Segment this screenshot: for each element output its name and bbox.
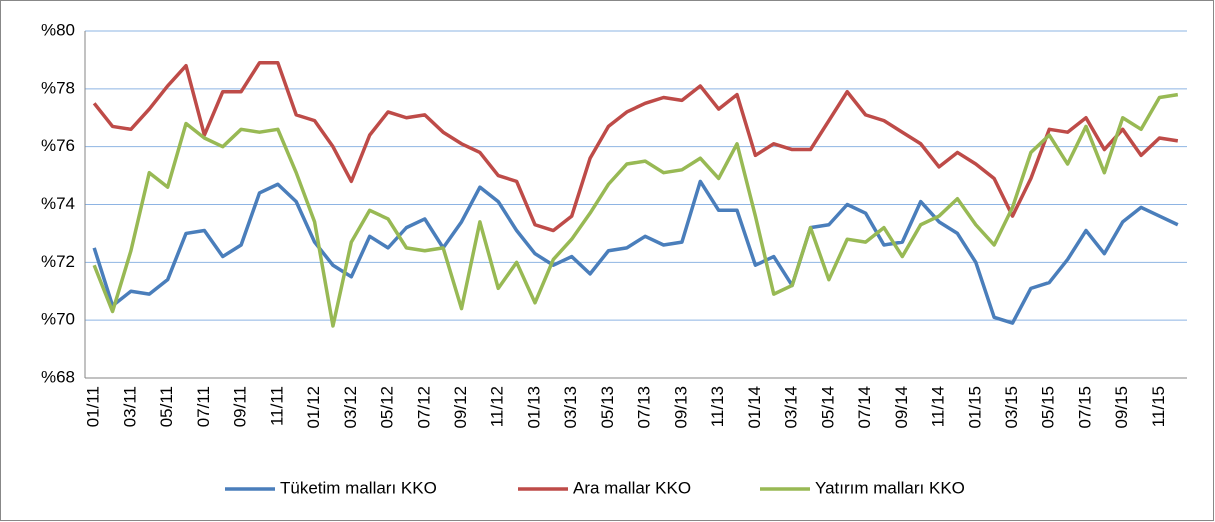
x-tick-label: 07/14 bbox=[855, 386, 874, 429]
x-tick-label: 07/13 bbox=[635, 386, 654, 429]
x-tick-label: 03/12 bbox=[341, 386, 360, 429]
x-tick-label: 03/14 bbox=[782, 386, 801, 429]
x-tick-label: 07/11 bbox=[194, 386, 213, 427]
x-tick-label: 03/13 bbox=[561, 386, 580, 429]
x-tick-label: 11/15 bbox=[1149, 386, 1168, 427]
x-tick-label: 05/11 bbox=[157, 386, 176, 427]
x-tick-label: 01/15 bbox=[965, 386, 984, 429]
y-tick-label: %72 bbox=[41, 252, 75, 271]
x-tick-label: 09/15 bbox=[1112, 386, 1131, 429]
series-line bbox=[92, 61, 1179, 233]
x-tick-label: 11/14 bbox=[929, 386, 948, 427]
y-tick-label: %76 bbox=[41, 136, 75, 155]
x-tick-label: 05/15 bbox=[1039, 386, 1058, 429]
x-tick-label: 09/13 bbox=[671, 386, 690, 429]
series-line bbox=[92, 179, 1179, 325]
x-tick-label: 09/12 bbox=[451, 386, 470, 429]
x-tick-label: 01/11 bbox=[84, 386, 103, 427]
x-tick-label: 11/13 bbox=[708, 386, 727, 427]
x-tick-label: 11/11 bbox=[267, 386, 286, 426]
y-tick-label: %80 bbox=[41, 20, 75, 39]
x-tick-label: 09/14 bbox=[892, 386, 911, 429]
legend-label: Tüketim malları KKO bbox=[280, 478, 437, 497]
y-tick-label: %74 bbox=[41, 194, 75, 213]
x-tick-label: 11/12 bbox=[488, 386, 507, 427]
x-tick-label: 05/13 bbox=[598, 386, 617, 429]
x-tick-label: 07/12 bbox=[414, 386, 433, 429]
y-tick-label: %70 bbox=[41, 310, 75, 329]
series-line bbox=[92, 92, 1179, 328]
x-tick-label: 09/11 bbox=[231, 386, 250, 427]
legend-label: Ara mallar KKO bbox=[573, 478, 691, 497]
legend-label: Yatırım malları KKO bbox=[815, 478, 965, 497]
x-tick-label: 05/14 bbox=[818, 386, 837, 429]
x-tick-label: 01/13 bbox=[524, 386, 543, 429]
y-tick-label: %68 bbox=[41, 367, 75, 386]
x-tick-label: 05/12 bbox=[378, 386, 397, 429]
x-tick-label: 07/15 bbox=[1075, 386, 1094, 429]
x-tick-label: 01/14 bbox=[745, 386, 764, 429]
x-tick-label: 03/11 bbox=[120, 386, 139, 427]
y-tick-label: %78 bbox=[41, 78, 75, 97]
x-tick-label: 03/15 bbox=[1002, 386, 1021, 429]
x-tick-label: 01/12 bbox=[304, 386, 323, 429]
